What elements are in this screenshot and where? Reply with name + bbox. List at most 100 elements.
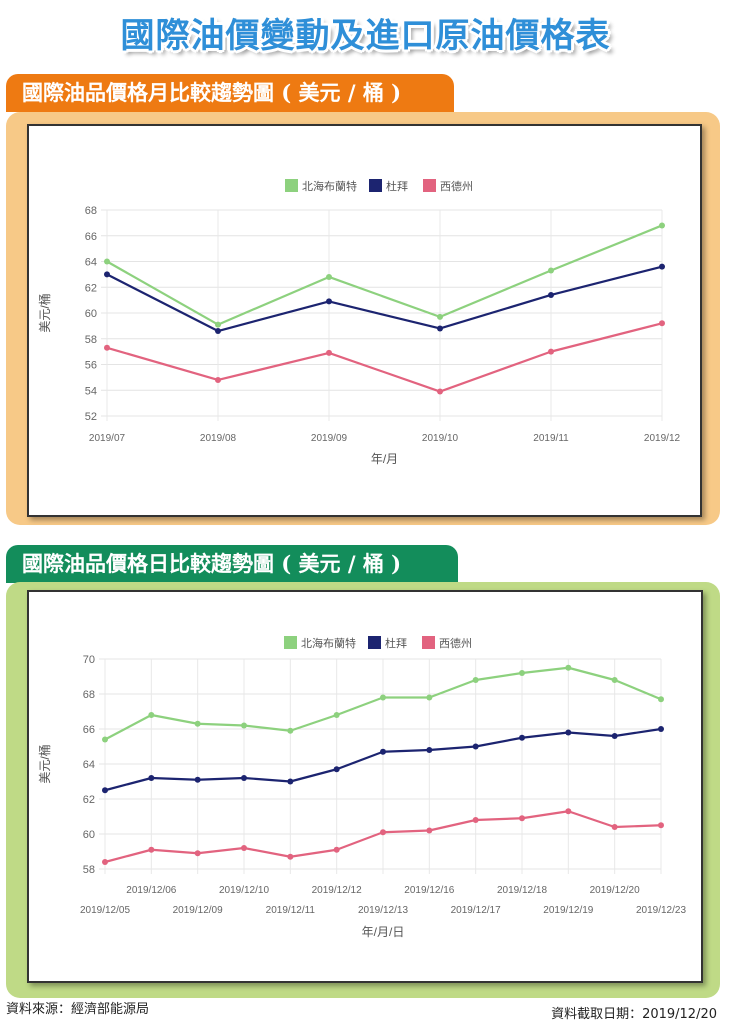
data-point (241, 722, 247, 729)
data-point (611, 824, 618, 830)
data-point (548, 291, 554, 298)
y-tick-label: 68 (83, 689, 95, 701)
data-point (333, 846, 340, 853)
data-point (472, 677, 479, 683)
data-point (380, 748, 386, 755)
data-point (194, 850, 201, 857)
data-point (548, 348, 554, 355)
x-tick-label: 2019/12/05 (80, 905, 130, 916)
data-point (333, 766, 340, 773)
x-axis-title: 年/月 (371, 452, 398, 466)
data-point (102, 787, 108, 794)
x-tick-label: 2019/12/16 (404, 885, 454, 896)
data-point (658, 696, 664, 703)
x-tick-label: 2019/12/13 (358, 905, 408, 916)
data-point (148, 846, 155, 853)
data-point (519, 734, 525, 741)
data-point (519, 670, 525, 676)
y-tick-label: 58 (85, 334, 97, 346)
monthly-chart-box: 52 54 56 58 60 62 64 66 68 2019/07 2019/08 2019/09 2… (27, 124, 702, 517)
legend-swatch (368, 636, 381, 649)
y-tick-label: 62 (83, 794, 95, 806)
data-point (326, 298, 332, 305)
y-axis-title: 美元/桶 (37, 293, 52, 332)
data-point (241, 775, 247, 781)
data-point (565, 808, 572, 815)
y-tick-label: 60 (85, 308, 97, 320)
data-point (472, 743, 479, 750)
legend-label: 杜拜 (386, 179, 408, 193)
data-point (287, 853, 294, 860)
series-line (106, 322, 663, 393)
y-tick-label: 68 (85, 205, 97, 217)
data-point (326, 349, 332, 356)
x-tick-label: 2019/12/12 (312, 885, 362, 896)
data-point (380, 829, 386, 836)
legend-label: 北海布蘭特 (301, 636, 356, 650)
data-point (287, 727, 294, 734)
data-point (565, 664, 572, 671)
y-tick-label: 64 (83, 759, 95, 771)
data-point (104, 271, 110, 278)
legend-label: 杜拜 (385, 636, 407, 650)
data-point (326, 273, 332, 280)
data-point (437, 325, 443, 332)
data-point (519, 815, 525, 822)
data-point (426, 827, 433, 834)
legend-swatch (369, 179, 382, 192)
x-tick-label: 2019/12/10 (219, 885, 269, 896)
data-point (148, 775, 155, 781)
y-tick-label: 70 (83, 654, 95, 666)
series-line (106, 224, 663, 326)
data-point (426, 747, 433, 753)
legend-label: 西德州 (439, 636, 472, 650)
data-point (215, 376, 221, 383)
y-axis-title: 美元/桶 (37, 744, 52, 783)
x-tick-label: 2019/12/18 (497, 885, 547, 896)
data-point (104, 258, 110, 265)
data-date: 資料截取日期：2019/12/20 (551, 1007, 717, 1022)
data-point (659, 320, 665, 327)
x-tick-label: 2019/12/06 (126, 885, 176, 896)
x-tick-label: 2019/12/17 (451, 905, 501, 916)
daily-chart: 58 60 62 64 66 68 70 2019/12/05 2019/12/06 2019/1… (37, 636, 686, 939)
data-point (659, 222, 665, 229)
data-point (287, 778, 294, 785)
data-point (472, 817, 479, 823)
data-point (102, 736, 108, 743)
page-title: 國際油價變動及進口原油價格表 (120, 16, 611, 56)
data-point (148, 712, 155, 718)
data-point (102, 859, 108, 865)
x-tick-label: 2019/10 (422, 433, 459, 444)
y-tick-label: 52 (85, 411, 97, 423)
data-point (658, 822, 664, 829)
x-tick-label: 2019/11 (533, 433, 569, 444)
data-point (380, 694, 386, 701)
daily-chart-box: 58 60 62 64 66 68 70 2019/12/05 2019/12/06 2019/1… (27, 590, 703, 983)
x-tick-label: 2019/07 (89, 433, 126, 444)
legend-swatch (285, 179, 298, 192)
x-tick-label: 2019/08 (200, 433, 237, 444)
y-tick-label: 64 (85, 257, 97, 269)
data-point (611, 733, 618, 739)
x-tick-label: 2019/12/23 (636, 905, 686, 916)
data-point (426, 694, 433, 701)
series-line (106, 265, 663, 333)
monthly-chart: 52 54 56 58 60 62 64 66 68 2019/07 2019/08 2019/09 2… (37, 179, 681, 466)
y-tick-label: 66 (85, 231, 97, 243)
x-tick-label: 2019/12/19 (543, 905, 593, 916)
data-point (104, 344, 110, 351)
x-tick-label: 2019/12/09 (173, 905, 223, 916)
x-tick-label: 2019/09 (311, 433, 348, 444)
y-tick-label: 56 (85, 360, 97, 372)
daily-section-title: 國際油品價格日比較趨勢圖 ( 美元 / 桶 ) (6, 545, 458, 583)
data-point (548, 267, 554, 274)
legend-label: 西德州 (440, 179, 473, 193)
data-point (333, 712, 340, 718)
legend-swatch (423, 179, 436, 192)
legend-swatch (422, 636, 435, 649)
data-point (194, 776, 201, 783)
monthly-section-title: 國際油品價格月比較趨勢圖 ( 美元 / 桶 ) (6, 74, 454, 112)
data-point (658, 726, 664, 732)
x-axis-title: 年/月/日 (362, 925, 405, 939)
